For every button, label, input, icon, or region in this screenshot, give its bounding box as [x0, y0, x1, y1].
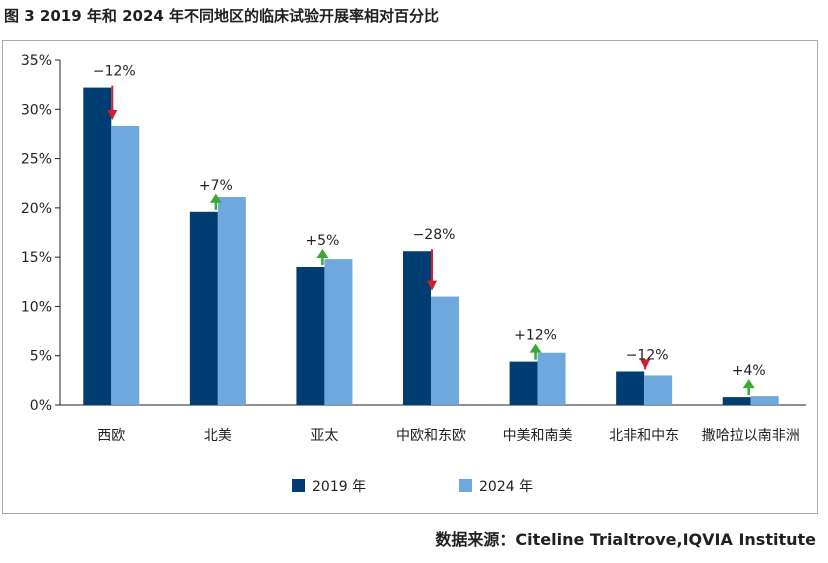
x-category-label: 西欧 [97, 428, 125, 444]
x-category-label: 撒哈拉以南非洲 [702, 428, 800, 444]
legend-label: 2019 年 [312, 479, 366, 495]
change-label: −12% [93, 64, 136, 80]
y-tick-label: 0% [30, 398, 52, 414]
y-tick-label: 20% [21, 201, 52, 217]
up-arrow-head [316, 249, 329, 258]
change-label: +7% [199, 178, 233, 194]
bar-2024 [431, 296, 459, 405]
bar-2019 [403, 251, 431, 405]
down-arrow-head [640, 359, 651, 370]
bar-2024 [324, 259, 353, 405]
figure-title: 图 3 2019 年和 2024 年不同地区的临床试验开展率相对百分比 [4, 7, 440, 25]
x-category-label: 中美和南美 [503, 428, 573, 444]
x-category-label: 中欧和东欧 [396, 428, 466, 444]
y-tick-label: 15% [21, 250, 52, 266]
legend-swatch [292, 479, 305, 492]
up-arrow-head [529, 343, 542, 353]
legend-label: 2024 年 [479, 479, 533, 495]
change-label: +5% [305, 233, 339, 249]
x-category-label: 亚太 [310, 428, 338, 444]
legend-swatch [459, 479, 472, 492]
change-label: +4% [732, 363, 766, 379]
bar-2024 [537, 352, 566, 405]
x-category-label: 北美 [204, 428, 232, 444]
bar-2019 [722, 397, 751, 405]
bar-2019 [189, 211, 218, 405]
bar-2024 [644, 375, 673, 405]
source-note: 数据来源：Citeline Trialtrove,IQVIA Institute [435, 530, 816, 549]
y-tick-label: 10% [21, 299, 52, 315]
change-label: −28% [413, 227, 456, 243]
change-label: +12% [514, 328, 557, 344]
bar-2019 [296, 267, 325, 405]
y-tick-label: 30% [21, 102, 52, 118]
up-arrow-head [742, 379, 755, 389]
up-arrow-head [209, 193, 222, 203]
bar-2019 [509, 361, 538, 405]
down-arrow-head [107, 110, 118, 121]
change-label: −12% [626, 347, 669, 363]
bar-2024 [111, 126, 140, 406]
y-tick-label: 25% [21, 152, 52, 168]
x-category-label: 北非和中东 [609, 428, 679, 444]
y-tick-label: 5% [30, 349, 52, 365]
chart-frame [2, 40, 818, 514]
bar-2024 [750, 396, 779, 405]
bar-2019 [616, 371, 645, 405]
y-tick-label: 35% [21, 53, 52, 69]
bar-2019 [83, 87, 112, 405]
down-arrow-head [427, 280, 437, 291]
bar-2024 [217, 197, 246, 405]
